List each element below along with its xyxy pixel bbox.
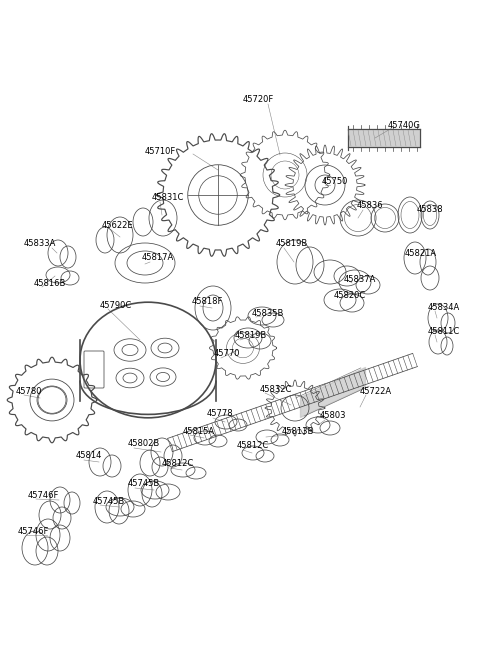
Text: 45812C: 45812C [237,441,269,451]
Text: 45838: 45838 [417,205,444,215]
Text: 45815A: 45815A [183,426,215,436]
Text: 45812C: 45812C [162,459,194,468]
Text: 45722A: 45722A [360,386,392,396]
Text: 45811C: 45811C [428,327,460,335]
Text: 45816B: 45816B [34,279,66,289]
Text: 45820C: 45820C [334,291,366,300]
Text: 45819B: 45819B [235,331,267,340]
Text: 45818F: 45818F [192,298,223,306]
Text: 45834A: 45834A [428,302,460,312]
Text: 45836: 45836 [357,201,384,211]
Text: 45819B: 45819B [276,239,308,249]
Text: 45770: 45770 [214,350,240,358]
Text: 45832C: 45832C [260,384,292,394]
Text: 45750: 45750 [322,176,348,186]
Text: 45780: 45780 [16,386,43,396]
Text: 45622E: 45622E [102,222,133,230]
Text: 45833A: 45833A [24,239,56,249]
Text: 45720F: 45720F [242,96,274,104]
Text: 45746F: 45746F [18,527,49,535]
Text: 45746F: 45746F [28,491,60,499]
Text: 45835B: 45835B [252,308,284,318]
Text: 45745B: 45745B [128,480,160,489]
Text: 45778: 45778 [207,409,234,419]
Text: 45802B: 45802B [128,440,160,449]
Text: 45790C: 45790C [100,300,132,310]
Text: 45740G: 45740G [388,121,421,129]
Text: 45837A: 45837A [344,274,376,283]
Text: 45817A: 45817A [142,253,174,262]
Text: 45803: 45803 [320,411,347,420]
Text: 45745B: 45745B [93,497,125,506]
Text: 45821A: 45821A [405,249,437,258]
Text: 45831C: 45831C [152,194,184,203]
Text: 45813B: 45813B [282,426,314,436]
Text: 45710F: 45710F [145,146,176,155]
Text: 45814: 45814 [76,451,102,461]
